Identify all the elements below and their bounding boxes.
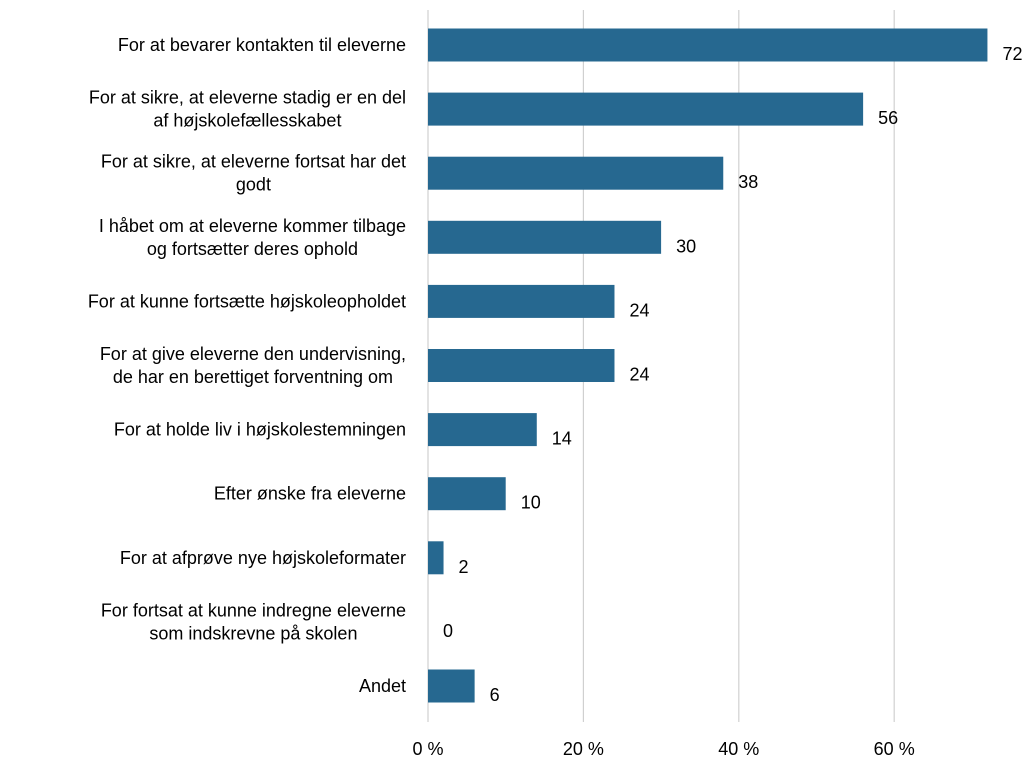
data-label: 0 [443,621,453,641]
bar [428,156,724,190]
category-label: af højskolefællesskabet [153,111,341,131]
bar [428,349,615,382]
category-label: For at sikre, at eleverne fortsat har de… [101,152,406,172]
category-label: For fortsat at kunne indregne eleverne [101,600,406,620]
bar [428,413,537,447]
x-tick-label: 60 % [874,739,915,759]
data-label: 56 [878,108,898,128]
category-label: For at give eleverne den undervisning, [100,344,406,364]
category-label: For at bevarer kontakten til eleverne [118,35,406,55]
data-label: 10 [521,493,541,513]
category-label: de har en berettiget forventning om [113,367,393,387]
category-label: For at sikre, at eleverne stadig er en d… [89,88,406,108]
bar [428,541,444,575]
bar [428,669,475,703]
x-tick-label: 0 % [412,739,443,759]
category-label: For at afprøve nye højskoleformater [120,548,406,568]
x-tick-label: 20 % [563,739,604,759]
category-label: For at holde liv i højskolestemningen [114,420,406,440]
data-label: 14 [552,429,572,449]
bar [428,28,988,62]
category-label: og fortsætter deres ophold [147,239,358,259]
category-label: godt [236,175,271,195]
category-label: I håbet om at eleverne kommer tilbage [99,216,406,236]
category-label: Andet [359,676,406,696]
bar [428,92,864,126]
data-label: 38 [738,172,758,192]
data-label: 2 [459,557,469,577]
category-label: Efter ønske fra eleverne [214,484,406,504]
bar [428,220,662,254]
category-label: For at kunne fortsætte højskoleopholdet [88,291,406,311]
bar [428,477,506,511]
bar [428,284,615,318]
category-label: som indskrevne på skolen [149,623,357,643]
data-label: 30 [676,236,696,256]
data-label: 24 [629,300,649,320]
data-label: 72 [1002,44,1022,64]
data-label: 24 [629,365,649,385]
x-tick-label: 40 % [718,739,759,759]
data-label: 6 [490,685,500,705]
